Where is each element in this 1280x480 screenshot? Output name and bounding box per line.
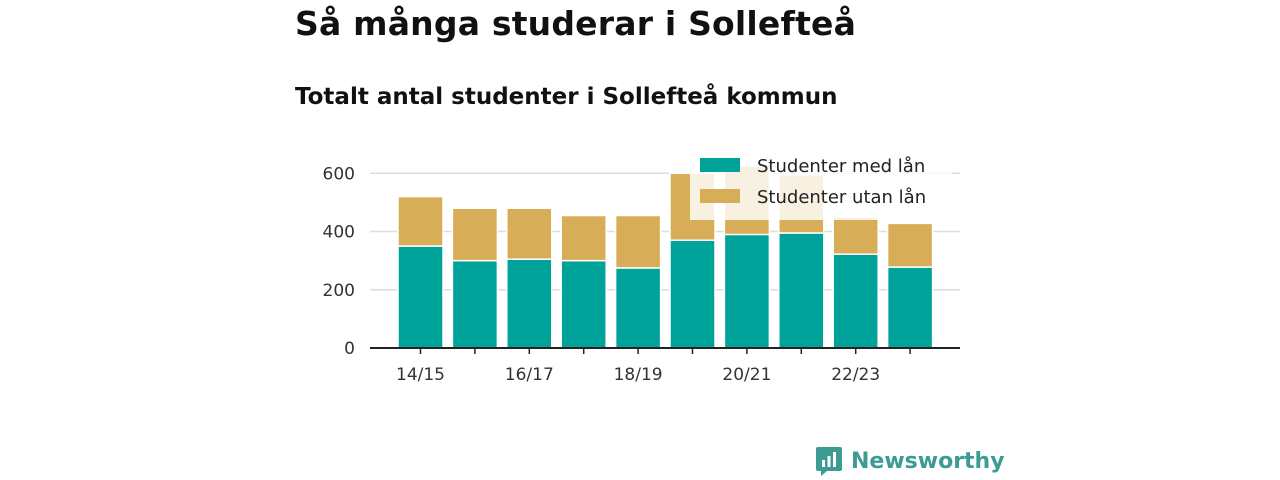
bar-segment-med-lan — [560, 259, 607, 349]
newsworthy-brand: Newsworthy — [815, 445, 1005, 477]
chart-title: Så många studerar i Sollefteå — [295, 4, 857, 43]
axis-layer: 0 200 400 600 14/15 16/17 18/19 20/21 22/23 — [323, 164, 960, 385]
y-tick-label: 0 — [344, 339, 355, 359]
bar-segment-utan-lan — [832, 216, 879, 255]
bar-segment-med-lan — [778, 232, 825, 349]
bar-segment-utan-lan — [614, 214, 662, 269]
bar-segment-med-lan — [669, 239, 716, 349]
x-tick-label: 18/19 — [614, 365, 663, 385]
x-tick-label: 14/15 — [396, 365, 445, 385]
legend-label-med-lan: Studenter med lån — [757, 156, 925, 177]
y-tick-label: 600 — [323, 164, 355, 184]
chart-subtitle: Totalt antal studenter i Sollefteå kommu… — [295, 84, 838, 110]
bar-segment-med-lan — [832, 253, 879, 349]
legend-swatch-utan-lan — [700, 189, 740, 203]
bar-segment-utan-lan — [397, 195, 444, 247]
bar-segment-utan-lan — [886, 222, 934, 268]
bar-segment-med-lan — [451, 259, 499, 349]
bar-segment-utan-lan — [451, 207, 499, 262]
bar-segment-med-lan — [723, 233, 771, 349]
bar-segment-utan-lan — [560, 214, 607, 262]
x-tick-label: 16/17 — [505, 365, 554, 385]
bar-segment-med-lan — [397, 245, 444, 349]
newsworthy-logo-icon — [816, 447, 842, 476]
legend-label-utan-lan: Studenter utan lån — [757, 187, 926, 208]
bar-segment-med-lan — [886, 266, 934, 349]
y-tick-label: 400 — [323, 223, 355, 243]
y-tick-label: 200 — [323, 281, 355, 301]
bar-segment-med-lan — [506, 258, 553, 349]
legend: Studenter med lån Studenter utan lån — [690, 150, 952, 220]
x-tick-label: 22/23 — [831, 365, 880, 385]
x-tick-label: 20/21 — [722, 365, 771, 385]
brand-name: Newsworthy — [851, 448, 1005, 474]
legend-swatch-med-lan — [700, 158, 740, 172]
bar-segment-med-lan — [614, 267, 662, 349]
bar-segment-utan-lan — [506, 207, 553, 260]
